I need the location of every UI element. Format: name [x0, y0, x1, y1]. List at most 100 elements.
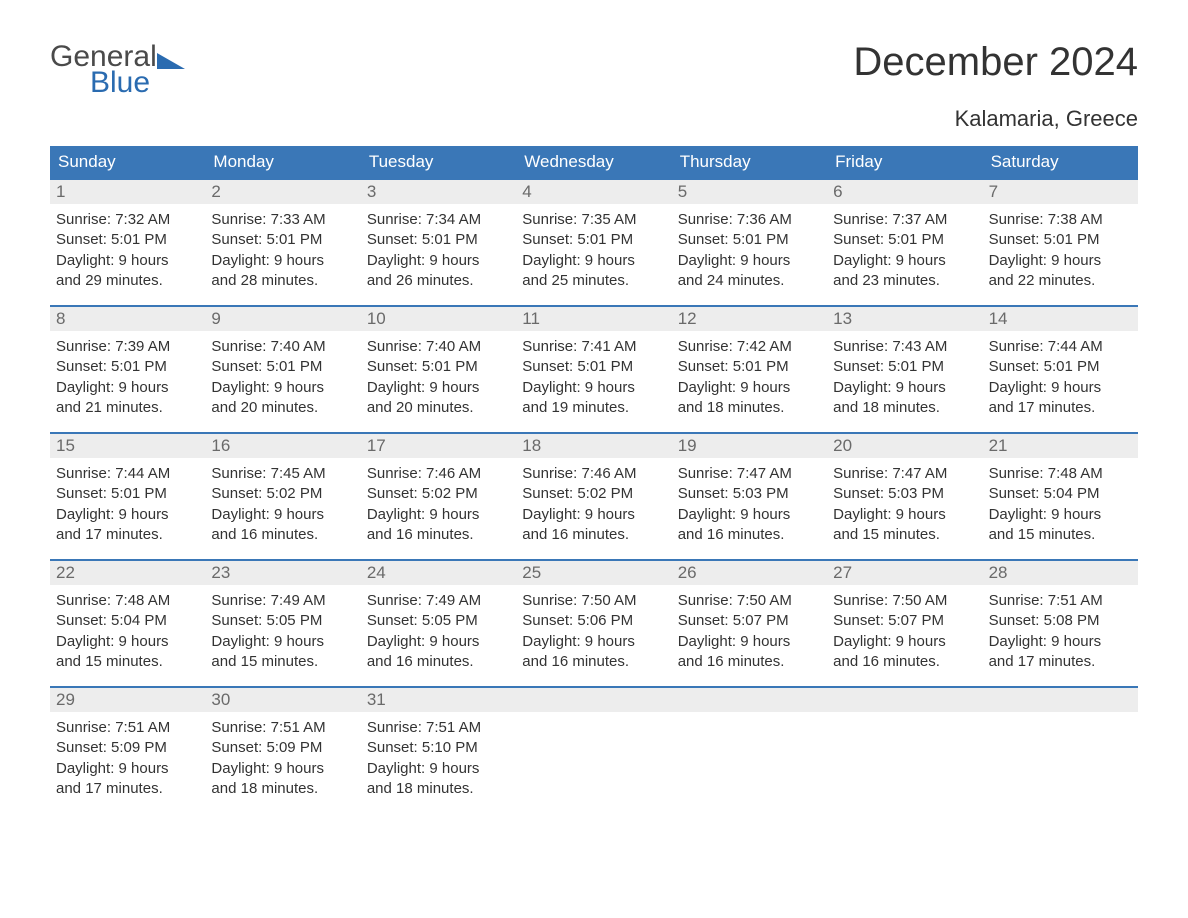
sunrise-line: Sunrise: 7:43 AM — [833, 337, 976, 357]
sunrise-line: Sunrise: 7:34 AM — [367, 210, 510, 230]
daylight-line-2: and 20 minutes. — [211, 398, 354, 418]
day-cell: 11Sunrise: 7:41 AMSunset: 5:01 PMDayligh… — [516, 307, 671, 432]
daylight-line-1: Daylight: 9 hours — [833, 378, 976, 398]
sunrise-line: Sunrise: 7:40 AM — [211, 337, 354, 357]
daylight-line-2: and 16 minutes. — [522, 525, 665, 545]
day-number: 5 — [672, 180, 827, 204]
daylight-line-1: Daylight: 9 hours — [678, 378, 821, 398]
sunset-line: Sunset: 5:01 PM — [833, 230, 976, 250]
day-cell: 4Sunrise: 7:35 AMSunset: 5:01 PMDaylight… — [516, 180, 671, 305]
daylight-line-1: Daylight: 9 hours — [367, 251, 510, 271]
daylight-line-1: Daylight: 9 hours — [56, 378, 199, 398]
day-body: Sunrise: 7:50 AMSunset: 5:07 PMDaylight:… — [672, 585, 827, 672]
sunset-line: Sunset: 5:02 PM — [522, 484, 665, 504]
day-cell: 28Sunrise: 7:51 AMSunset: 5:08 PMDayligh… — [983, 561, 1138, 686]
sunrise-line: Sunrise: 7:37 AM — [833, 210, 976, 230]
sunrise-line: Sunrise: 7:50 AM — [833, 591, 976, 611]
day-number: 12 — [672, 307, 827, 331]
sunset-line: Sunset: 5:04 PM — [56, 611, 199, 631]
day-number: 14 — [983, 307, 1138, 331]
sunrise-line: Sunrise: 7:47 AM — [678, 464, 821, 484]
daylight-line-1: Daylight: 9 hours — [522, 251, 665, 271]
sunrise-line: Sunrise: 7:50 AM — [678, 591, 821, 611]
calendar: SundayMondayTuesdayWednesdayThursdayFrid… — [50, 146, 1138, 813]
daylight-line-2: and 17 minutes. — [989, 652, 1132, 672]
day-body: Sunrise: 7:49 AMSunset: 5:05 PMDaylight:… — [361, 585, 516, 672]
day-body: Sunrise: 7:44 AMSunset: 5:01 PMDaylight:… — [50, 458, 205, 545]
day-number-empty — [516, 688, 671, 712]
sunset-line: Sunset: 5:05 PM — [211, 611, 354, 631]
sunrise-line: Sunrise: 7:39 AM — [56, 337, 199, 357]
daylight-line-1: Daylight: 9 hours — [678, 505, 821, 525]
day-number-empty — [672, 688, 827, 712]
day-body: Sunrise: 7:50 AMSunset: 5:06 PMDaylight:… — [516, 585, 671, 672]
calendar-body: 1Sunrise: 7:32 AMSunset: 5:01 PMDaylight… — [50, 178, 1138, 813]
weekday-cell: Sunday — [50, 146, 205, 178]
day-cell: 14Sunrise: 7:44 AMSunset: 5:01 PMDayligh… — [983, 307, 1138, 432]
sunset-line: Sunset: 5:01 PM — [833, 357, 976, 377]
week-row: 1Sunrise: 7:32 AMSunset: 5:01 PMDaylight… — [50, 178, 1138, 305]
week-row: 8Sunrise: 7:39 AMSunset: 5:01 PMDaylight… — [50, 305, 1138, 432]
daylight-line-1: Daylight: 9 hours — [833, 251, 976, 271]
week-row: 29Sunrise: 7:51 AMSunset: 5:09 PMDayligh… — [50, 686, 1138, 813]
day-body: Sunrise: 7:44 AMSunset: 5:01 PMDaylight:… — [983, 331, 1138, 418]
weekday-cell: Thursday — [672, 146, 827, 178]
week-row: 15Sunrise: 7:44 AMSunset: 5:01 PMDayligh… — [50, 432, 1138, 559]
day-cell: 6Sunrise: 7:37 AMSunset: 5:01 PMDaylight… — [827, 180, 982, 305]
daylight-line-2: and 18 minutes. — [833, 398, 976, 418]
day-body: Sunrise: 7:51 AMSunset: 5:09 PMDaylight:… — [205, 712, 360, 799]
day-cell: 30Sunrise: 7:51 AMSunset: 5:09 PMDayligh… — [205, 688, 360, 813]
daylight-line-1: Daylight: 9 hours — [367, 505, 510, 525]
daylight-line-2: and 29 minutes. — [56, 271, 199, 291]
sunrise-line: Sunrise: 7:42 AM — [678, 337, 821, 357]
sunset-line: Sunset: 5:01 PM — [367, 230, 510, 250]
day-cell: 12Sunrise: 7:42 AMSunset: 5:01 PMDayligh… — [672, 307, 827, 432]
daylight-line-1: Daylight: 9 hours — [211, 378, 354, 398]
sunrise-line: Sunrise: 7:49 AM — [367, 591, 510, 611]
sunset-line: Sunset: 5:01 PM — [56, 484, 199, 504]
day-body: Sunrise: 7:32 AMSunset: 5:01 PMDaylight:… — [50, 204, 205, 291]
daylight-line-1: Daylight: 9 hours — [211, 505, 354, 525]
day-cell: 31Sunrise: 7:51 AMSunset: 5:10 PMDayligh… — [361, 688, 516, 813]
day-body: Sunrise: 7:46 AMSunset: 5:02 PMDaylight:… — [361, 458, 516, 545]
day-number-empty — [827, 688, 982, 712]
day-number: 11 — [516, 307, 671, 331]
page-title: December 2024 — [853, 40, 1138, 85]
day-number: 18 — [516, 434, 671, 458]
daylight-line-2: and 17 minutes. — [56, 779, 199, 799]
sunset-line: Sunset: 5:04 PM — [989, 484, 1132, 504]
sunrise-line: Sunrise: 7:44 AM — [56, 464, 199, 484]
daylight-line-1: Daylight: 9 hours — [678, 251, 821, 271]
sunrise-line: Sunrise: 7:51 AM — [211, 718, 354, 738]
daylight-line-2: and 18 minutes. — [211, 779, 354, 799]
sunrise-line: Sunrise: 7:36 AM — [678, 210, 821, 230]
day-cell: 22Sunrise: 7:48 AMSunset: 5:04 PMDayligh… — [50, 561, 205, 686]
sunrise-line: Sunrise: 7:48 AM — [989, 464, 1132, 484]
daylight-line-1: Daylight: 9 hours — [367, 378, 510, 398]
sunrise-line: Sunrise: 7:51 AM — [989, 591, 1132, 611]
daylight-line-2: and 16 minutes. — [367, 652, 510, 672]
daylight-line-1: Daylight: 9 hours — [56, 505, 199, 525]
day-cell: 2Sunrise: 7:33 AMSunset: 5:01 PMDaylight… — [205, 180, 360, 305]
daylight-line-1: Daylight: 9 hours — [678, 632, 821, 652]
day-body: Sunrise: 7:51 AMSunset: 5:09 PMDaylight:… — [50, 712, 205, 799]
day-cell: 10Sunrise: 7:40 AMSunset: 5:01 PMDayligh… — [361, 307, 516, 432]
day-cell: 27Sunrise: 7:50 AMSunset: 5:07 PMDayligh… — [827, 561, 982, 686]
day-body: Sunrise: 7:47 AMSunset: 5:03 PMDaylight:… — [672, 458, 827, 545]
daylight-line-2: and 17 minutes. — [989, 398, 1132, 418]
daylight-line-1: Daylight: 9 hours — [989, 505, 1132, 525]
day-number: 1 — [50, 180, 205, 204]
day-cell: 3Sunrise: 7:34 AMSunset: 5:01 PMDaylight… — [361, 180, 516, 305]
sunrise-line: Sunrise: 7:41 AM — [522, 337, 665, 357]
day-cell: 17Sunrise: 7:46 AMSunset: 5:02 PMDayligh… — [361, 434, 516, 559]
sunrise-line: Sunrise: 7:51 AM — [367, 718, 510, 738]
daylight-line-1: Daylight: 9 hours — [989, 632, 1132, 652]
day-body: Sunrise: 7:46 AMSunset: 5:02 PMDaylight:… — [516, 458, 671, 545]
day-number: 21 — [983, 434, 1138, 458]
daylight-line-1: Daylight: 9 hours — [833, 632, 976, 652]
sunrise-line: Sunrise: 7:47 AM — [833, 464, 976, 484]
weekday-cell: Friday — [827, 146, 982, 178]
sunrise-line: Sunrise: 7:40 AM — [367, 337, 510, 357]
day-body: Sunrise: 7:33 AMSunset: 5:01 PMDaylight:… — [205, 204, 360, 291]
sunset-line: Sunset: 5:02 PM — [211, 484, 354, 504]
